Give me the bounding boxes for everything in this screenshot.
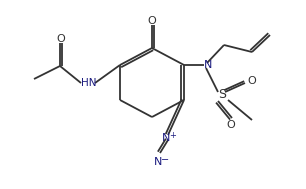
Text: +: + xyxy=(170,132,177,140)
Text: S: S xyxy=(218,88,226,101)
Text: HN: HN xyxy=(81,78,97,88)
Text: N: N xyxy=(154,157,162,167)
Text: O: O xyxy=(248,76,256,86)
Text: O: O xyxy=(227,120,235,130)
Text: O: O xyxy=(147,16,156,26)
Text: N: N xyxy=(162,133,170,143)
Text: −: − xyxy=(161,155,169,165)
Text: O: O xyxy=(57,34,65,44)
Text: N: N xyxy=(204,60,212,70)
